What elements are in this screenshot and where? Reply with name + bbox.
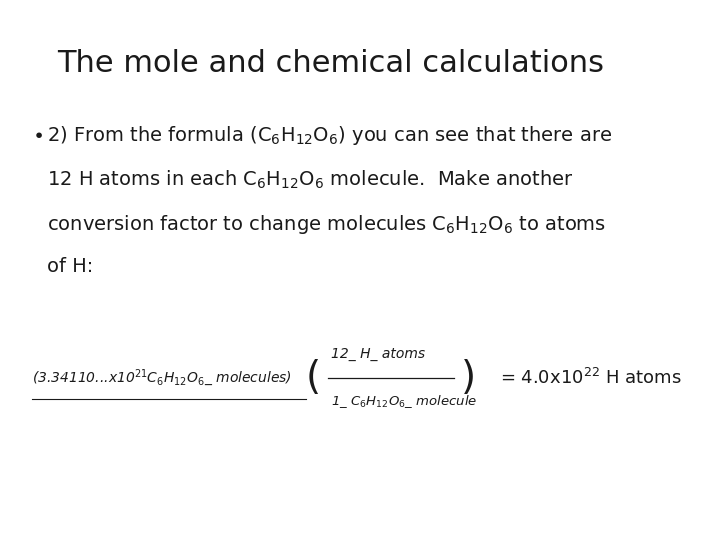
Text: ): ) — [461, 359, 476, 397]
Text: (: ( — [306, 359, 321, 397]
Text: 1_ C$_6$H$_{12}$O$_6$_ molecule: 1_ C$_6$H$_{12}$O$_6$_ molecule — [331, 393, 478, 410]
Text: (3.34110...x10$^{21}$C$_6$H$_{12}$O$_6$_ molecules): (3.34110...x10$^{21}$C$_6$H$_{12}$O$_6$_… — [32, 368, 292, 388]
Text: = 4.0x10$^{22}$ H atoms: = 4.0x10$^{22}$ H atoms — [500, 368, 682, 388]
Text: conversion factor to change molecules C$_6$H$_{12}$O$_6$ to atoms: conversion factor to change molecules C$… — [47, 213, 606, 236]
Text: 12 H atoms in each C$_6$H$_{12}$O$_6$ molecule.  Make another: 12 H atoms in each C$_6$H$_{12}$O$_6$ mo… — [47, 168, 573, 191]
Text: $\bullet$: $\bullet$ — [32, 124, 43, 143]
Text: 2) From the formula (C$_6$H$_{12}$O$_6$) you can see that there are: 2) From the formula (C$_6$H$_{12}$O$_6$)… — [47, 124, 612, 147]
Text: The mole and chemical calculations: The mole and chemical calculations — [58, 49, 605, 78]
Text: 12_ H_ atoms: 12_ H_ atoms — [331, 347, 426, 361]
Text: of H:: of H: — [47, 257, 93, 276]
